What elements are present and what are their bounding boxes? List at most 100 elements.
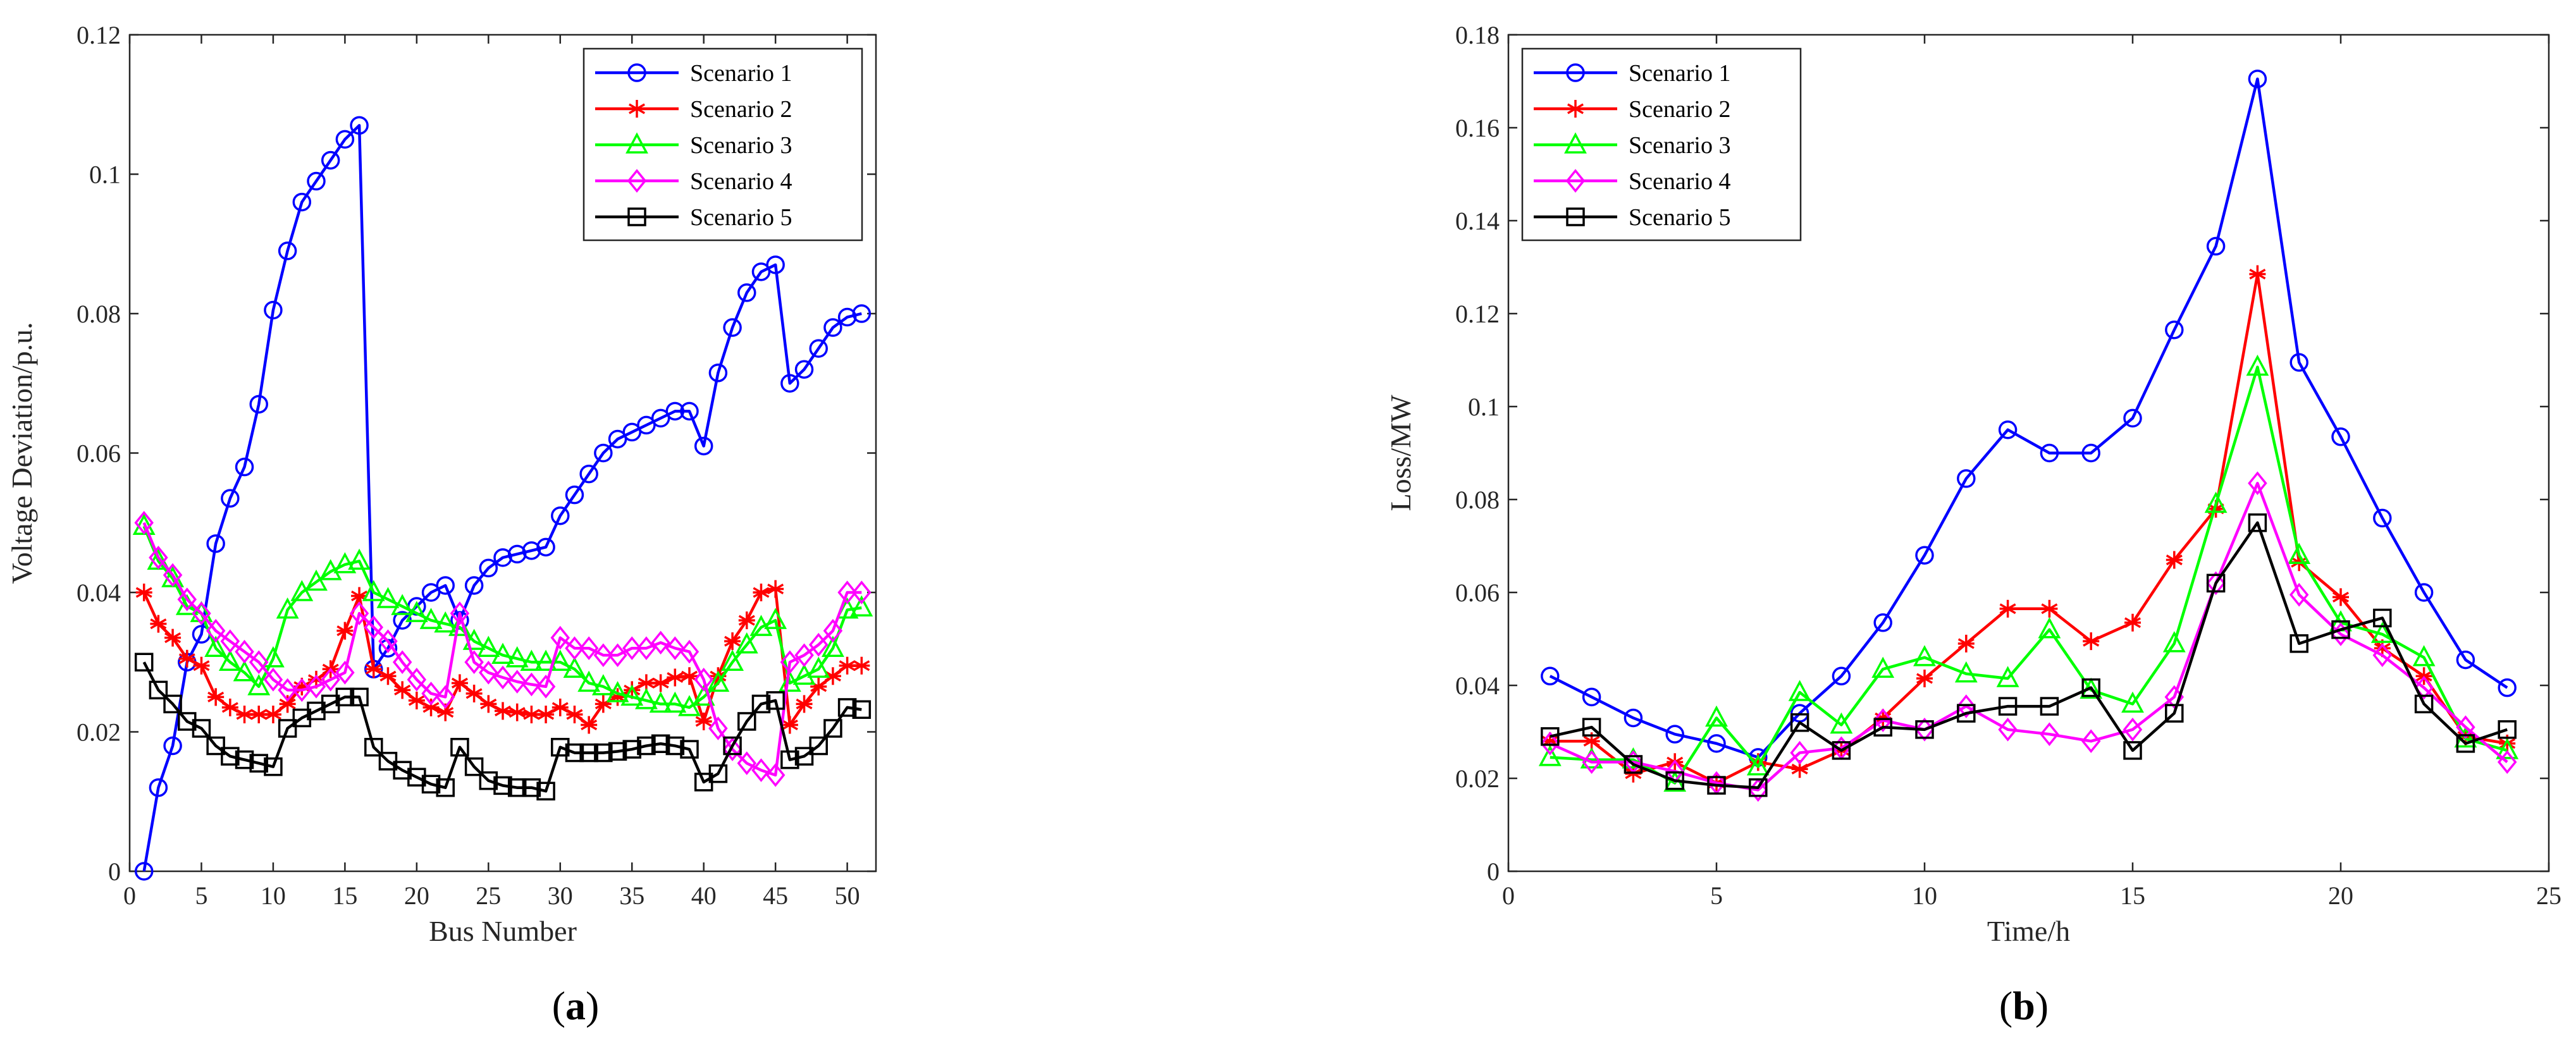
legend-marker: [627, 63, 646, 82]
data-point: [737, 712, 756, 731]
data-point: [1540, 732, 1560, 756]
data-point: [307, 171, 326, 191]
data-point: [149, 546, 168, 570]
data-point: [249, 395, 268, 414]
data-point: [450, 738, 469, 757]
data-point: [1871, 656, 1895, 678]
data-point: [335, 687, 355, 707]
data-point: [507, 670, 527, 694]
y-tick-label: 0.12: [77, 21, 121, 49]
data-point: [1954, 661, 1978, 683]
series-4: [134, 510, 872, 787]
chart-panel-b: 0 5 10 15 20 25 0 0.02 0.04 0.06 0.08 0.1 0.12 0.14 0.…: [1384, 21, 2561, 1028]
data-point: [520, 649, 543, 671]
data-point: [392, 650, 412, 675]
data-point: [235, 457, 254, 477]
x-axis-label: Time/h: [1987, 915, 2070, 947]
data-point: [421, 775, 441, 794]
data-point: [1541, 727, 1560, 746]
data-point: [2289, 582, 2309, 607]
data-point: [723, 736, 742, 756]
data-point: [2456, 715, 2475, 739]
data-point: [336, 622, 354, 640]
data-point: [1998, 697, 2018, 716]
y-tick-label: 0.08: [77, 300, 121, 328]
data-point: [249, 754, 268, 773]
data-point: [1624, 708, 1643, 728]
data-point: [2331, 620, 2350, 639]
data-point: [2040, 722, 2059, 746]
data-point: [178, 649, 195, 668]
data-point: [2249, 265, 2266, 283]
data-point: [2288, 542, 2311, 564]
data-point: [738, 611, 755, 630]
legend-marker: [1566, 207, 1585, 226]
data-point: [722, 737, 743, 761]
y-tick-label: 0.06: [1455, 579, 1500, 607]
data-point: [706, 670, 730, 692]
series-line: [1550, 521, 2508, 789]
data-point: [565, 485, 584, 505]
data-point: [178, 712, 197, 731]
x-tick-label: 10: [1912, 881, 1937, 910]
data-point: [464, 757, 484, 776]
data-point: [1582, 718, 1601, 737]
legend-marker: [626, 132, 648, 154]
data-point: [348, 548, 371, 570]
x-tick-label: 15: [332, 881, 357, 910]
data-point: [134, 862, 154, 881]
data-point: [1957, 634, 1975, 653]
data-point: [247, 674, 271, 696]
legend-label: Scenario 2: [690, 96, 792, 123]
data-point: [624, 681, 641, 699]
data-point: [221, 489, 240, 508]
data-point: [207, 688, 225, 706]
data-point: [364, 615, 384, 639]
data-point: [721, 649, 744, 671]
data-point: [1996, 666, 2019, 687]
legend-label: Scenario 3: [690, 132, 792, 159]
data-point: [434, 611, 457, 633]
data-point: [1998, 420, 2018, 439]
data-point: [177, 587, 197, 611]
legend-marker: [629, 100, 645, 118]
legend-item: Scenario 1: [595, 60, 792, 87]
data-point: [164, 628, 182, 647]
data-point: [1707, 776, 1726, 795]
data-point: [305, 569, 328, 591]
data-point: [695, 712, 712, 730]
data-point: [365, 660, 382, 678]
data-point: [780, 750, 799, 769]
data-point: [335, 130, 355, 149]
legend-marker: [1565, 169, 1586, 193]
data-point: [837, 307, 857, 327]
series-2: [135, 580, 870, 734]
data-point: [135, 584, 152, 601]
series-1: [1541, 70, 2517, 767]
data-point: [2414, 694, 2434, 714]
legend-item: Scenario 1: [1534, 60, 1730, 87]
legend-label: Scenario 3: [1629, 132, 1730, 159]
data-point: [2081, 678, 2100, 697]
data-point: [379, 667, 397, 685]
data-point: [536, 537, 555, 557]
data-point: [350, 687, 369, 707]
data-point: [2373, 608, 2392, 628]
data-point: [1624, 755, 1643, 774]
data-point: [421, 682, 441, 706]
legend-marker: [1566, 63, 1585, 82]
data-point: [163, 694, 182, 714]
data-point: [204, 635, 228, 657]
data-point: [1873, 613, 1892, 632]
data-point: [1998, 718, 2018, 742]
data-point: [1665, 771, 1684, 790]
data-point: [809, 339, 828, 358]
data-point: [651, 734, 670, 753]
data-point: [591, 674, 615, 696]
data-point: [563, 656, 586, 678]
data-point: [451, 674, 468, 692]
legend-label: Scenario 4: [690, 168, 792, 195]
data-point: [221, 747, 240, 766]
data-point: [565, 636, 584, 660]
data-point: [508, 703, 526, 721]
